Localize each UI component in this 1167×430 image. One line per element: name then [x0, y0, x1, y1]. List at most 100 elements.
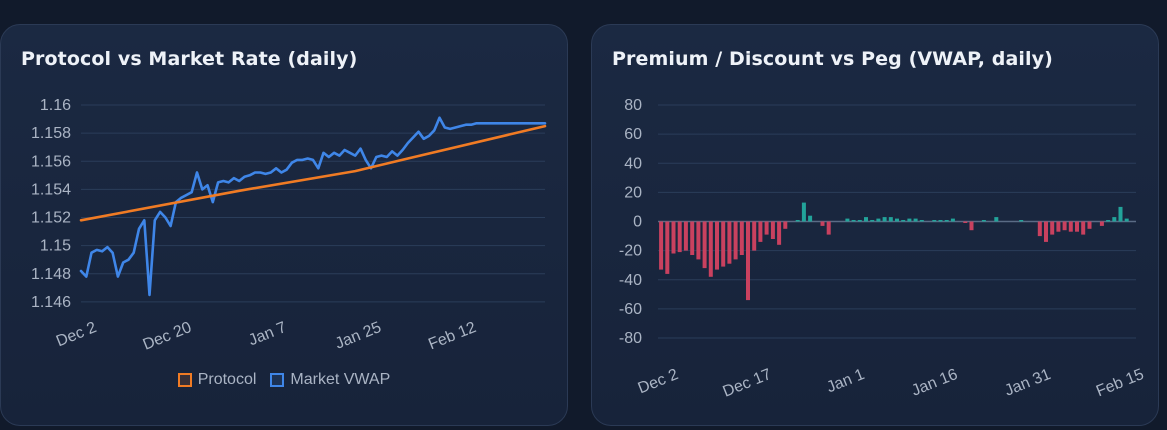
- bar: [913, 218, 918, 222]
- bar: [1106, 220, 1111, 222]
- x-tick-label: Dec 17: [721, 366, 774, 401]
- x-tick-label: Feb 15: [1094, 366, 1147, 400]
- y-tick-label: -60: [619, 301, 642, 318]
- y-tick-label: 1.154: [31, 181, 71, 198]
- bar: [721, 221, 726, 267]
- bar: [783, 221, 788, 229]
- bar: [665, 221, 670, 274]
- bar: [727, 221, 732, 264]
- bar: [895, 218, 899, 222]
- bar: [901, 220, 906, 222]
- bar: [907, 218, 912, 222]
- series-line-market-vwap: [79, 116, 547, 297]
- legend-label-market-vwap: Market VWAP: [290, 371, 391, 388]
- premium-discount-card: Premium / Discount vs Peg (VWAP, daily) …: [591, 24, 1159, 426]
- bar: [758, 221, 763, 242]
- y-tick-label: 1.156: [31, 153, 71, 170]
- x-tick-label: Jan 16: [909, 366, 960, 400]
- bar: [845, 218, 850, 222]
- bar: [801, 202, 806, 222]
- bar: [888, 217, 893, 222]
- bar: [708, 221, 713, 277]
- bar: [671, 221, 676, 254]
- y-tick-label: 1.15: [40, 238, 71, 255]
- bar: [1037, 221, 1042, 237]
- bar: [1050, 221, 1055, 235]
- bar: [932, 220, 937, 222]
- bar: [677, 221, 682, 253]
- bar: [870, 220, 875, 222]
- bar: [715, 221, 719, 270]
- bar: [1099, 221, 1104, 226]
- bar: [777, 221, 782, 245]
- bar: [1075, 221, 1079, 232]
- bar: [764, 221, 769, 235]
- chart-title: Protocol vs Market Rate (daily): [21, 48, 358, 70]
- series-line-protocol: [79, 124, 547, 222]
- bar: [746, 221, 750, 301]
- x-tick-label: Dec 2: [54, 319, 99, 350]
- bar: [696, 221, 701, 260]
- y-tick-label: -20: [619, 243, 642, 260]
- bar: [882, 217, 887, 222]
- bar: [944, 220, 949, 222]
- bar: [950, 218, 955, 222]
- bar: [826, 221, 831, 235]
- protocol-vs-market-card: Protocol vs Market Rate (daily) 1.146 1.1…: [0, 24, 568, 426]
- bar: [659, 221, 664, 270]
- bar: [820, 221, 825, 226]
- chart-legend: Protocol Market VWAP: [1, 371, 567, 389]
- bar: [1087, 221, 1092, 229]
- bar: [1124, 218, 1129, 222]
- x-tick-label: Dec 2: [636, 366, 681, 397]
- bar: [919, 220, 924, 222]
- chart-title: Premium / Discount vs Peg (VWAP, daily): [612, 48, 1053, 70]
- premium-discount-chart: -80 -60 -40 -20 0 20 40 60 80 Dec 2 Dec 17 Jan 1 Jan…: [619, 97, 1147, 401]
- legend-item-protocol[interactable]: Protocol: [177, 371, 257, 389]
- bar: [857, 220, 862, 222]
- y-tick-label: 40: [624, 155, 642, 172]
- protocol-vs-market-chart: 1.146 1.148 1.15 1.152 1.154 1.156 1.158 1.16 De…: [31, 97, 547, 354]
- y-tick-label: 1.152: [31, 210, 71, 227]
- x-tick-label: Dec 20: [141, 319, 194, 354]
- y-tick-label: 20: [624, 184, 642, 201]
- y-tick-label: 60: [624, 126, 642, 143]
- legend-swatch-market-vwap: [270, 373, 285, 387]
- bar: [851, 220, 856, 222]
- y-tick-label: -80: [619, 330, 642, 347]
- bar: [770, 221, 775, 239]
- bar: [739, 221, 744, 255]
- x-tick-label: Jan 7: [246, 319, 289, 349]
- bar: [795, 220, 800, 222]
- bar: [864, 217, 868, 222]
- y-tick-label: 80: [624, 97, 642, 114]
- bar: [994, 217, 999, 222]
- bar: [1112, 217, 1117, 222]
- bar: [1068, 221, 1073, 232]
- bar: [981, 220, 986, 222]
- bar: [690, 221, 695, 255]
- bar: [969, 221, 974, 231]
- y-tick-label: 1.158: [31, 125, 71, 142]
- bar: [1044, 221, 1048, 242]
- bar: [1118, 206, 1123, 222]
- y-tick-label: 1.16: [40, 97, 71, 114]
- bar: [1062, 221, 1067, 231]
- bar: [733, 221, 738, 260]
- legend-item-market-vwap[interactable]: Market VWAP: [270, 371, 390, 389]
- legend-label-protocol: Protocol: [197, 371, 257, 388]
- y-tick-label: 1.148: [31, 266, 71, 283]
- y-tick-label: 1.146: [31, 294, 71, 311]
- bar: [702, 221, 707, 269]
- bar: [752, 221, 757, 251]
- bar: [938, 220, 943, 222]
- bar: [1081, 221, 1086, 235]
- bar: [876, 218, 881, 222]
- bar: [808, 215, 813, 222]
- bar: [963, 221, 968, 223]
- bar: [1056, 221, 1061, 232]
- bar: [683, 221, 688, 251]
- x-tick-label: Feb 12: [426, 319, 479, 353]
- y-tick-label: -40: [619, 272, 642, 289]
- x-tick-label: Jan 31: [1002, 366, 1053, 400]
